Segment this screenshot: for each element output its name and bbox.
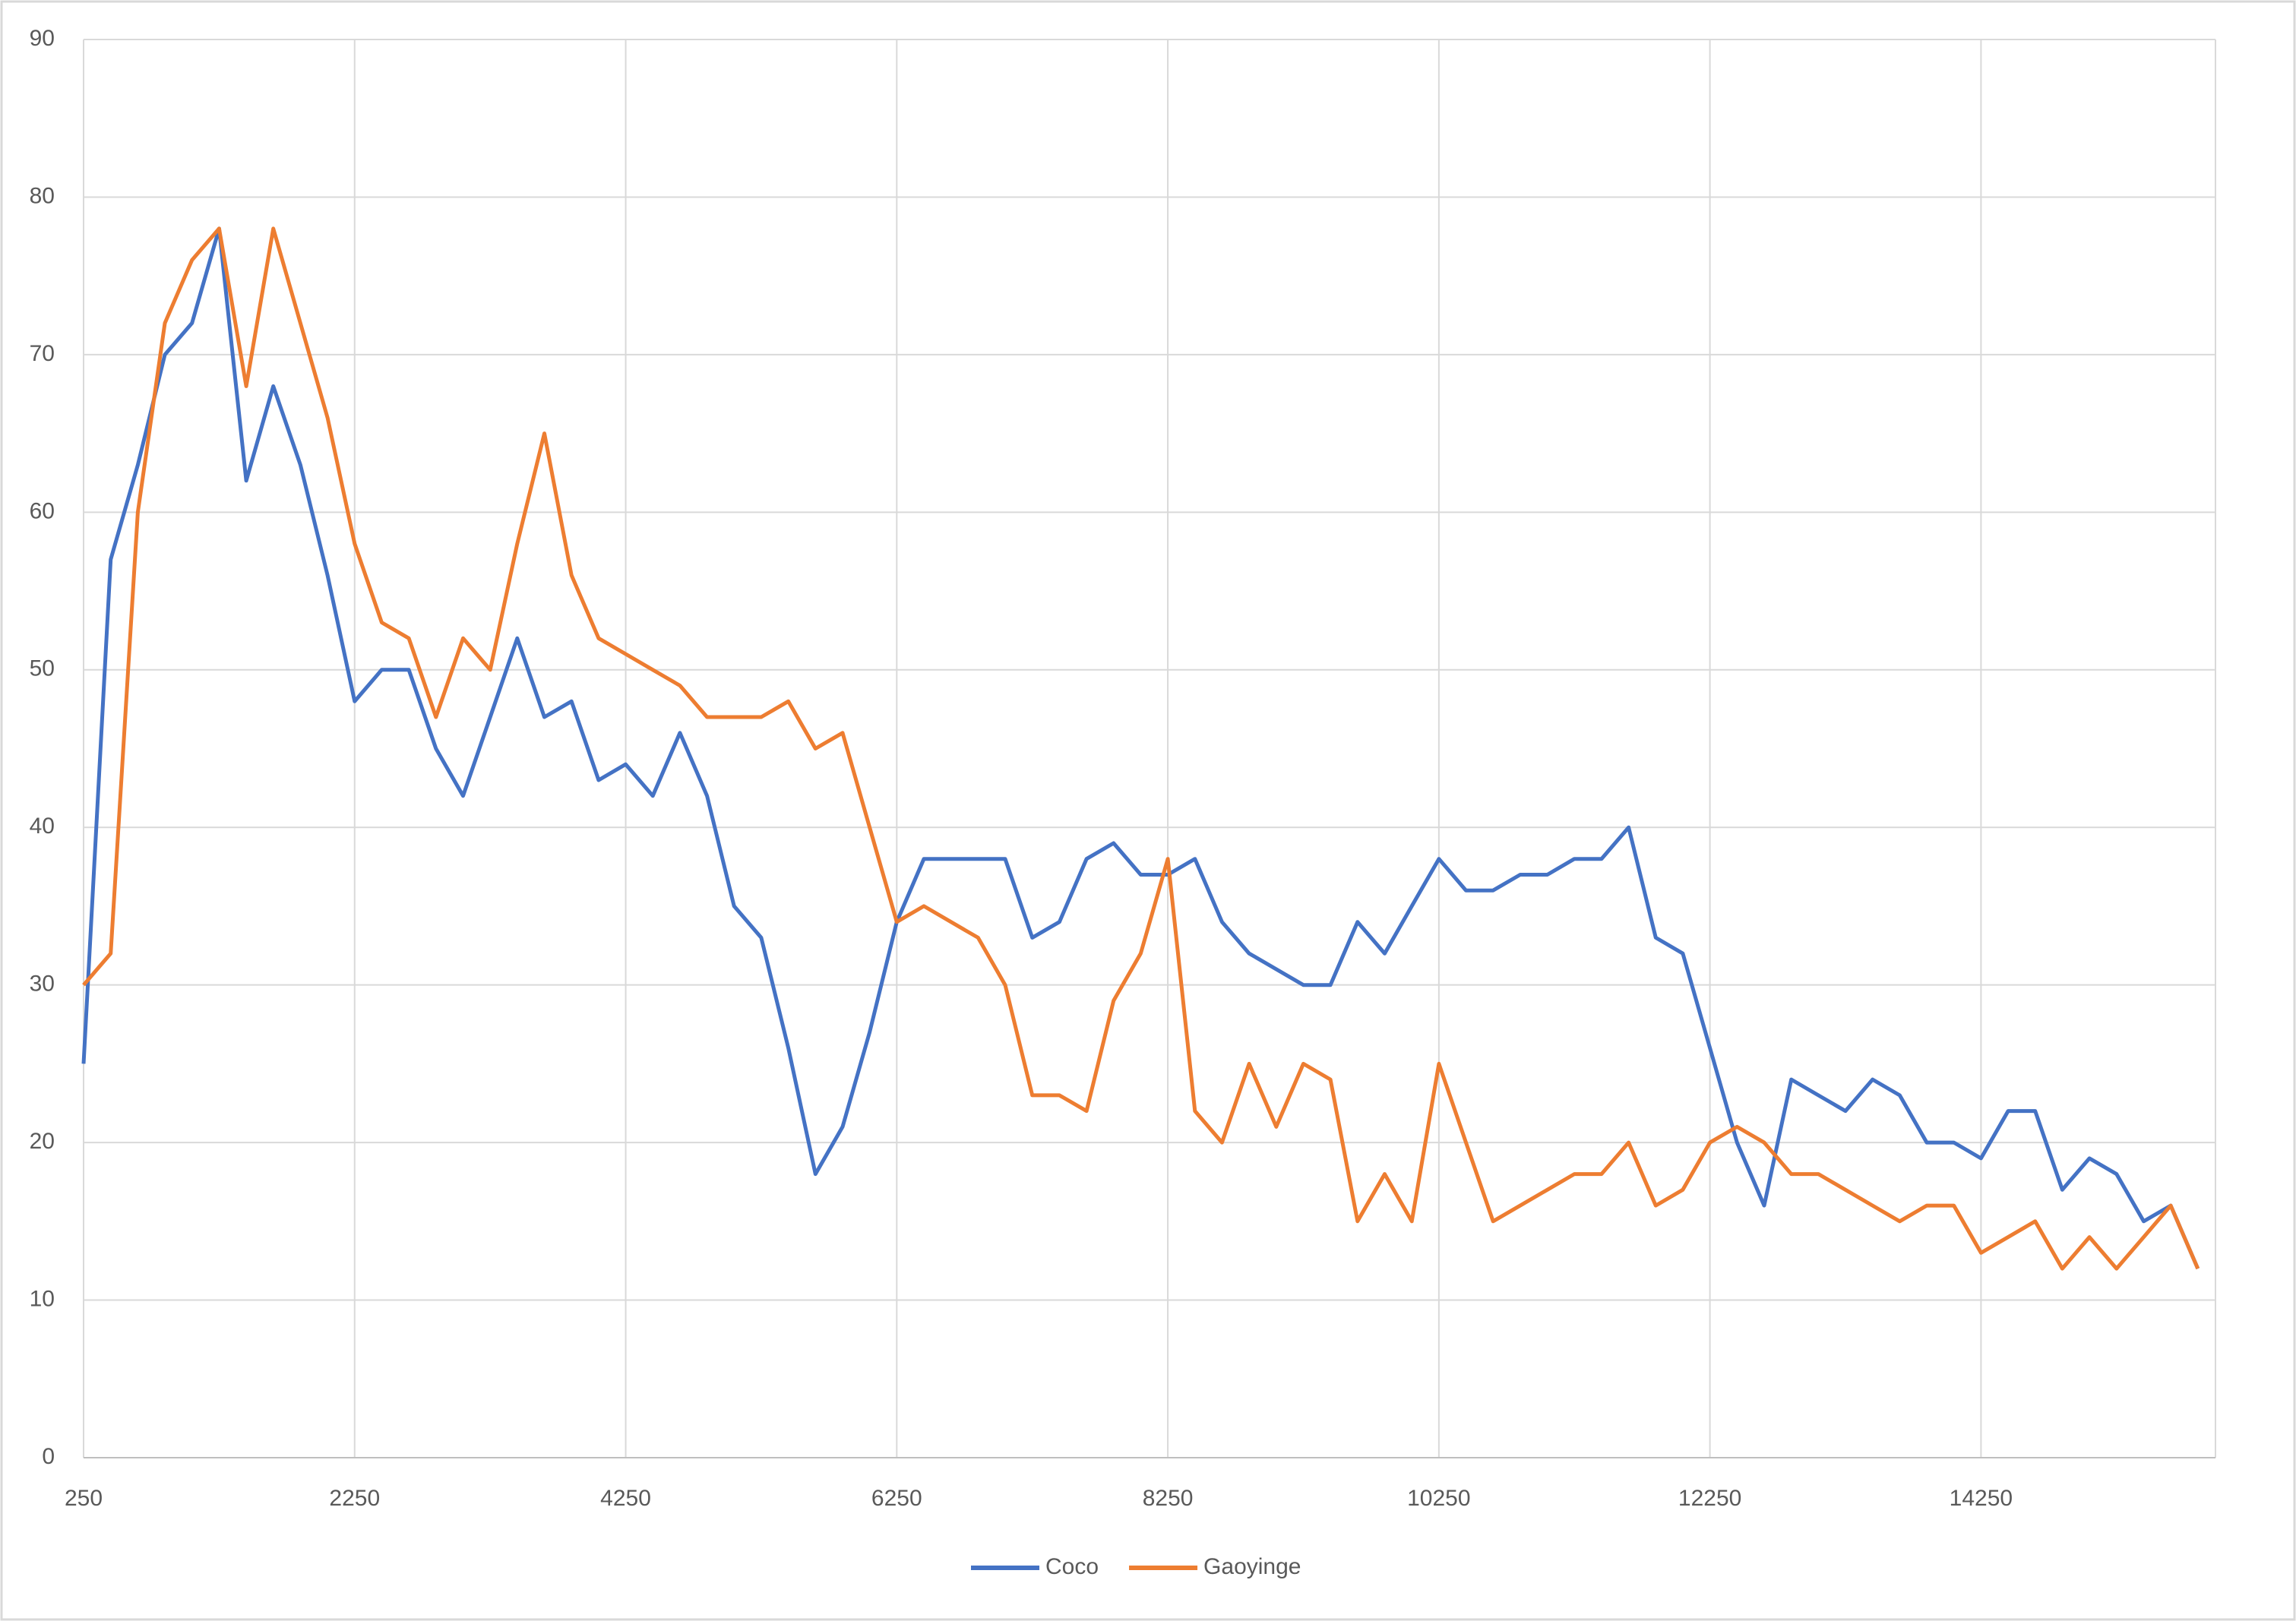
y-tick-label: 90	[30, 26, 55, 51]
y-tick-label: 80	[30, 183, 55, 208]
y-tick-label: 40	[30, 814, 55, 839]
x-tick-label: 12250	[1678, 1486, 1741, 1511]
legend-label: Gaoyinge	[1203, 1554, 1301, 1579]
x-tick-label: 10250	[1407, 1486, 1470, 1511]
y-tick-label: 60	[30, 498, 55, 523]
y-tick-label: 50	[30, 656, 55, 681]
x-tick-label: 2250	[329, 1486, 380, 1511]
series-line	[82, 226, 2200, 1271]
x-tick-label: 14250	[1950, 1486, 2013, 1511]
legend-label: Coco	[1045, 1554, 1099, 1579]
x-tick-label: 8250	[1143, 1486, 1194, 1511]
y-tick-label: 0	[42, 1444, 55, 1469]
y-tick-label: 70	[30, 341, 55, 366]
y-tick-label: 10	[30, 1286, 55, 1311]
y-tick-label: 30	[30, 972, 55, 997]
series-line	[81, 226, 2200, 1270]
y-tick-label: 20	[30, 1129, 55, 1154]
x-tick-label: 4250	[600, 1486, 651, 1511]
x-tick-label: 6250	[871, 1486, 922, 1511]
x-tick-label: 250	[65, 1486, 103, 1511]
